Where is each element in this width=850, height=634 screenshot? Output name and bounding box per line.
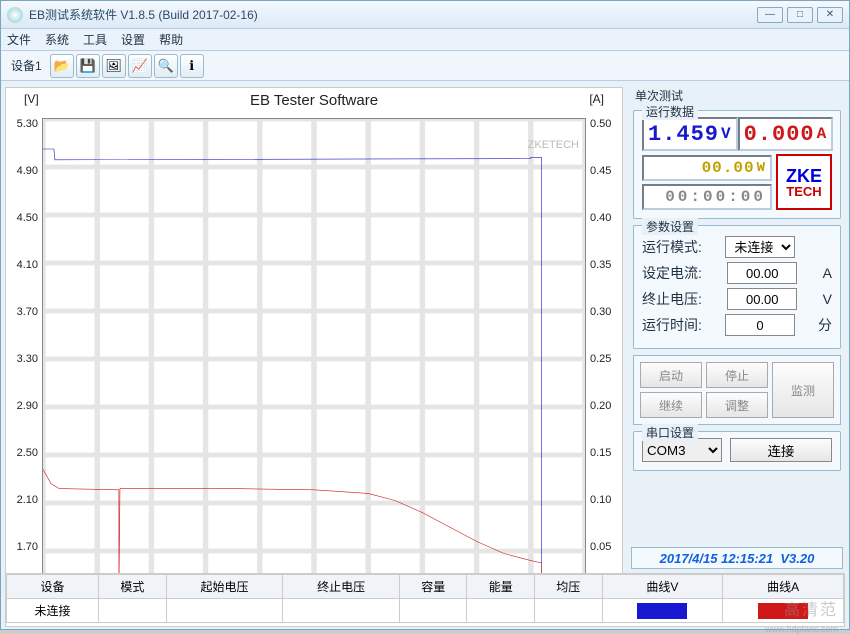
app-window: EB测试系统软件 V1.8.5 (Build 2017-02-16) — □ ✕… xyxy=(0,0,850,630)
table-header: 曲线V xyxy=(602,575,723,599)
data-table: 设备模式起始电压终止电压容量能量均压曲线V曲线A 未连接 高清范 www.hdp… xyxy=(5,573,845,627)
stopv-input[interactable] xyxy=(727,288,797,310)
menu-file[interactable]: 文件 xyxy=(7,31,31,48)
table-header: 容量 xyxy=(399,575,467,599)
power-readout: 00.00W xyxy=(642,155,772,181)
adjust-button[interactable]: 调整 xyxy=(706,392,768,418)
table-cell xyxy=(99,599,167,623)
params-title: 参数设置 xyxy=(642,218,698,235)
table-cell xyxy=(399,599,467,623)
control-buttons: 启动 停止 监测 继续 调整 xyxy=(633,355,841,425)
y2-ticks: 0.500.450.400.350.300.250.200.150.100.05… xyxy=(586,118,622,600)
toolbar: 设备1 📂 💾 🖼 📈 🔍 ℹ xyxy=(1,51,849,81)
stop-button[interactable]: 停止 xyxy=(706,362,768,388)
current-label: 设定电流: xyxy=(642,263,702,283)
plot-area: ZKETECH xyxy=(42,118,586,600)
search-icon[interactable]: 🔍 xyxy=(154,54,178,78)
table-cell xyxy=(467,599,535,623)
current-input[interactable] xyxy=(727,262,797,284)
chart-icon[interactable]: 📈 xyxy=(128,54,152,78)
menu-help[interactable]: 帮助 xyxy=(159,31,183,48)
menu-tools[interactable]: 工具 xyxy=(83,31,107,48)
menubar: 文件 系统 工具 设置 帮助 xyxy=(1,29,849,51)
current-readout: 0.000A xyxy=(738,117,834,151)
chart-pane: [V] [A] EB Tester Software 5.304.904.504… xyxy=(1,81,627,629)
maximize-button[interactable]: □ xyxy=(787,7,813,23)
table-cell xyxy=(535,599,603,623)
chart: [V] [A] EB Tester Software 5.304.904.504… xyxy=(5,87,623,625)
titlebar: EB测试系统软件 V1.8.5 (Build 2017-02-16) — □ ✕ xyxy=(1,1,849,29)
monitor-button[interactable]: 监测 xyxy=(772,362,834,418)
zke-logo: ZKE TECH xyxy=(776,154,832,210)
menu-settings[interactable]: 设置 xyxy=(121,31,145,48)
table-header: 模式 xyxy=(99,575,167,599)
continue-button[interactable]: 继续 xyxy=(640,392,702,418)
time-input[interactable] xyxy=(725,314,795,336)
table-header: 终止电压 xyxy=(283,575,400,599)
y2-label: [A] xyxy=(589,92,604,106)
port-select[interactable]: COM3 xyxy=(642,438,722,462)
params-group: 参数设置 运行模式: 未连接 设定电流: A 终止电压: V 运行时 xyxy=(633,225,841,349)
run-data-group: 运行数据 1.459V 0.000A 00.00W 00:00:00 ZKE xyxy=(633,110,841,219)
y1-label: [V] xyxy=(24,92,39,106)
port-title: 串口设置 xyxy=(642,424,698,441)
watermark2: 高清范 xyxy=(784,596,838,620)
time-label: 运行时间: xyxy=(642,315,702,335)
timer-readout: 00:00:00 xyxy=(642,184,772,210)
table-cell: 未连接 xyxy=(7,599,99,623)
table-header: 起始电压 xyxy=(166,575,283,599)
voltage-readout: 1.459V xyxy=(642,117,738,151)
single-test-label: 单次测试 xyxy=(633,87,841,104)
status-bar: 2017/4/15 12:15:21 V3.20 xyxy=(631,547,843,569)
table-header: 均压 xyxy=(535,575,603,599)
watermark3: www.hdpfans.com xyxy=(765,624,838,634)
connect-button[interactable]: 连接 xyxy=(730,438,832,462)
menu-system[interactable]: 系统 xyxy=(45,31,69,48)
open-icon[interactable]: 📂 xyxy=(50,54,74,78)
window-title: EB测试系统软件 V1.8.5 (Build 2017-02-16) xyxy=(29,6,757,23)
port-group: 串口设置 COM3 连接 xyxy=(633,431,841,471)
table-header: 能量 xyxy=(467,575,535,599)
y1-ticks: 5.304.904.504.103.703.302.902.502.101.70… xyxy=(6,118,42,600)
save-icon[interactable]: 💾 xyxy=(76,54,100,78)
mode-select[interactable]: 未连接 xyxy=(725,236,795,258)
watermark: ZKETECH xyxy=(528,139,579,151)
table-cell xyxy=(166,599,283,623)
image-icon[interactable]: 🖼 xyxy=(102,54,126,78)
minimize-button[interactable]: — xyxy=(757,7,783,23)
stopv-label: 终止电压: xyxy=(642,289,702,309)
table-cell xyxy=(283,599,400,623)
table-header: 设备 xyxy=(7,575,99,599)
table-header: 曲线A xyxy=(723,575,844,599)
table-cell xyxy=(602,599,723,623)
mode-label: 运行模式: xyxy=(642,237,702,257)
start-button[interactable]: 启动 xyxy=(640,362,702,388)
device-label: 设备1 xyxy=(5,55,48,76)
app-icon xyxy=(7,7,23,23)
close-button[interactable]: ✕ xyxy=(817,7,843,23)
chart-title: EB Tester Software xyxy=(250,92,378,109)
run-data-title: 运行数据 xyxy=(642,103,698,120)
info-icon[interactable]: ℹ xyxy=(180,54,204,78)
